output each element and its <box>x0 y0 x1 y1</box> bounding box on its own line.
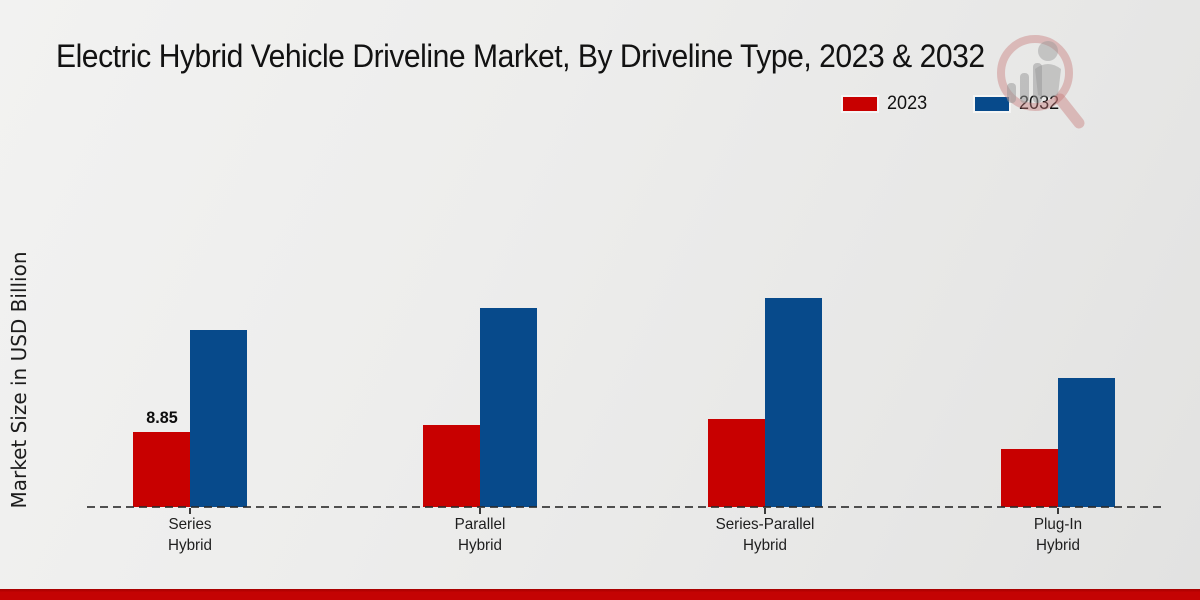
category-label-series-hybrid: Series Hybrid <box>168 516 212 554</box>
bar-2032-plug-in-hybrid <box>1058 378 1115 507</box>
legend-label-2023: 2023 <box>887 93 928 114</box>
magnifier-bar-chart-logo-icon <box>997 35 1085 129</box>
category-label-plug-in-hybrid: Plug-In Hybrid <box>1033 516 1083 554</box>
footer-accent-bar <box>0 589 1200 600</box>
legend-item-2023: 2023 <box>843 93 929 115</box>
legend-swatch-2032-icon <box>975 97 1010 111</box>
x-axis-tick-series-parallel-hybrid <box>764 508 766 514</box>
legend-swatch-2023-icon <box>843 97 877 111</box>
bar-2032-parallel-hybrid <box>480 307 537 507</box>
bar-2023-series-parallel-hybrid <box>708 418 765 507</box>
category-label-parallel-hybrid: Parallel Hybrid <box>454 516 506 554</box>
bar-2032-series-parallel-hybrid <box>765 297 822 507</box>
category-label-series-parallel-hybrid: Series-Parallel Hybrid <box>715 516 815 554</box>
legend: 2023 2032 <box>843 93 1062 115</box>
chart-title: Electric Hybrid Vehicle Driveline Market… <box>56 38 985 74</box>
x-axis-tick-parallel-hybrid <box>479 508 481 514</box>
value-label-2023-series-hybrid: 8.85 <box>145 407 178 427</box>
bar-2023-series-hybrid <box>133 431 190 507</box>
x-axis-tick-plug-in-hybrid <box>1057 508 1059 514</box>
legend-label-2032: 2032 <box>1019 93 1060 114</box>
bar-2023-plug-in-hybrid <box>1001 449 1058 507</box>
x-axis-tick-series-hybrid <box>189 508 191 514</box>
legend-item-2032: 2032 <box>975 93 1061 115</box>
bar-2032-series-hybrid <box>190 329 247 507</box>
x-axis-dashed-baseline <box>87 506 1163 508</box>
bar-2023-parallel-hybrid <box>423 424 480 507</box>
